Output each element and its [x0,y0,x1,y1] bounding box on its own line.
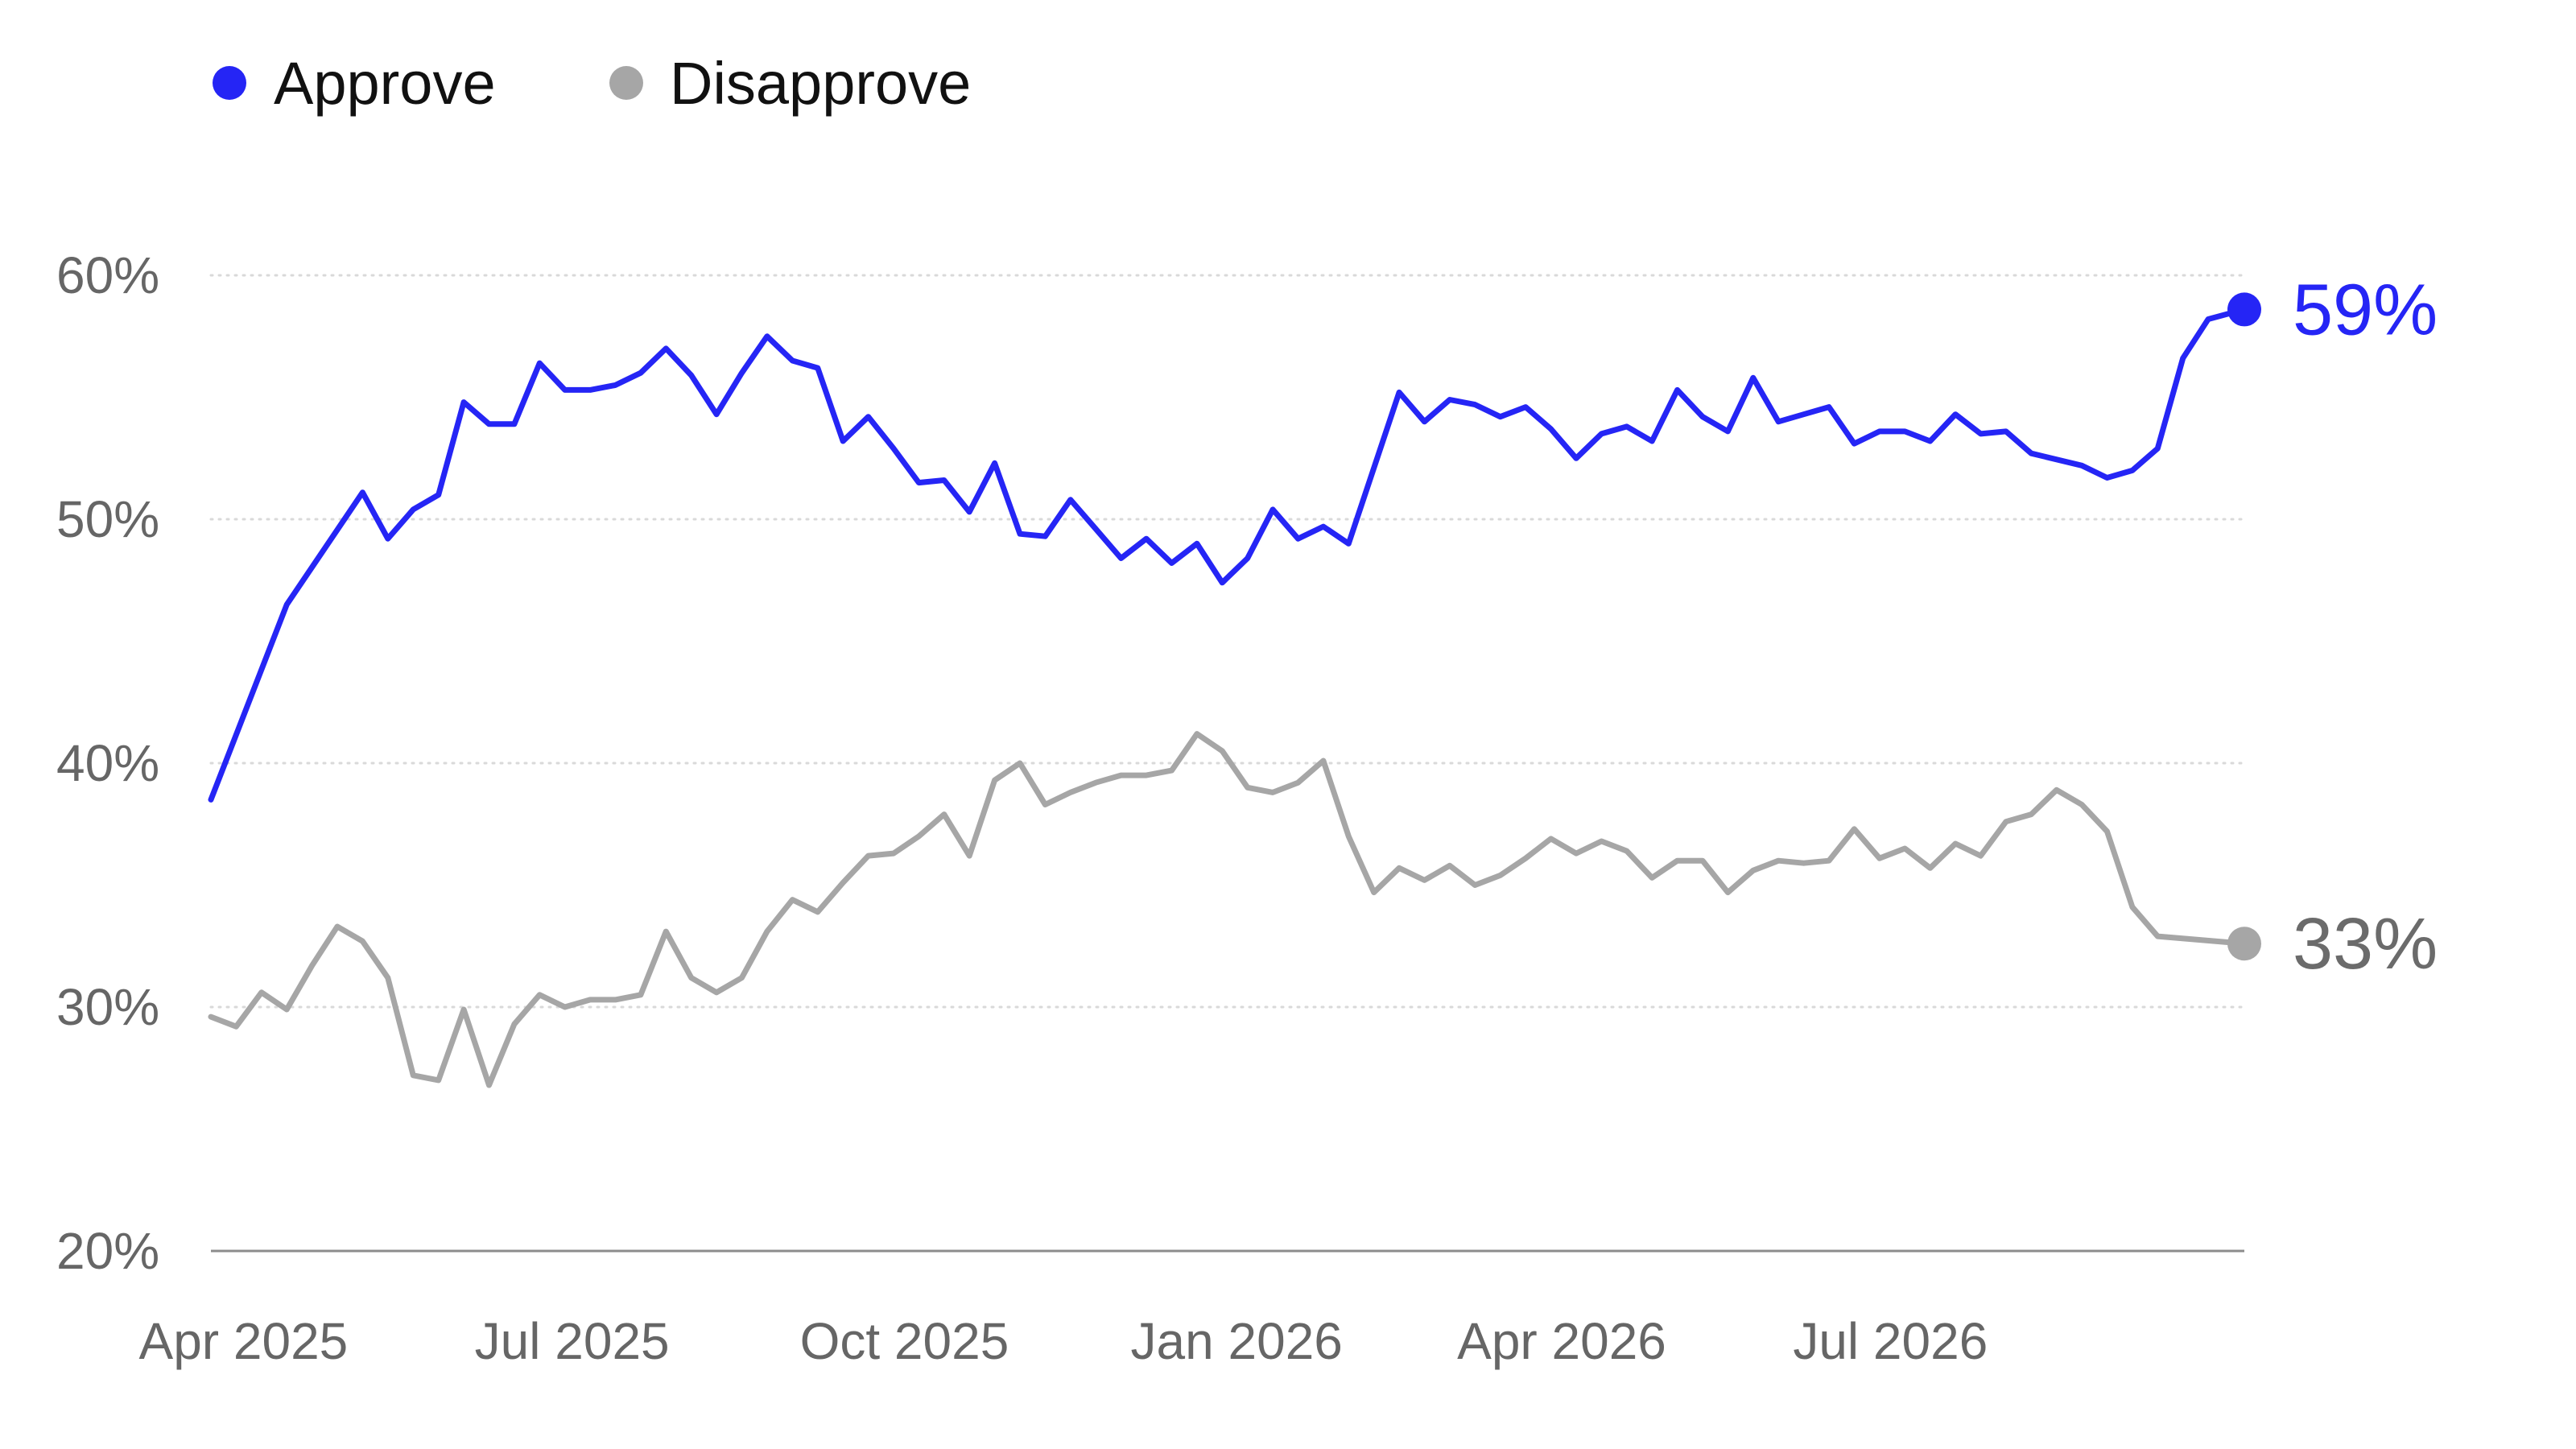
y-tick-label: 30% [56,978,159,1036]
disapprove-series-line [208,731,2248,1088]
legend-approve-label: Approve [274,50,496,117]
x-tick-label: Jul 2026 [1793,1312,1988,1370]
x-tick-label: Oct 2025 [800,1312,1009,1370]
x-tick-label: Apr 2025 [139,1312,349,1370]
legend-disapprove-label: Disapprove [670,50,971,117]
x-tick-label: Apr 2026 [1457,1312,1666,1370]
legend-approve-marker [213,66,246,100]
end-labels: 59% 33% [2227,270,2438,985]
grid-lines [209,274,2246,1009]
y-tick-label: 60% [56,246,159,304]
disapprove-end-marker [2227,927,2261,961]
y-tick-label: 50% [56,490,159,548]
series-lines [208,306,2248,1088]
y-axis: 20% 30% 40% 50% 60% [56,246,159,1280]
legend-disapprove-marker [609,66,643,100]
legend: Approve Disapprove [213,50,971,117]
x-axis: Apr 2025 Jul 2025 Oct 2025 Jan 2026 Apr 2026… [139,1249,2244,1370]
approve-end-label: 59% [2293,270,2438,350]
x-tick-label: Jul 2025 [475,1312,670,1370]
x-tick-label: Jan 2026 [1131,1312,1343,1370]
disapprove-end-label: 33% [2293,904,2438,985]
y-tick-label: 40% [56,734,159,792]
y-tick-label: 20% [56,1222,159,1280]
approve-end-marker [2227,292,2261,327]
approve-series-line [208,306,2248,803]
